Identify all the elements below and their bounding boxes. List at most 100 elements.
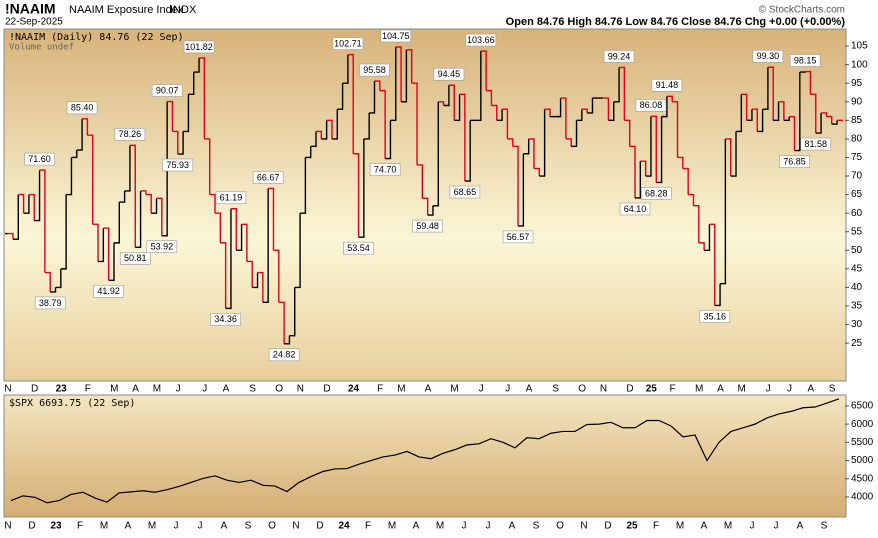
step-segment [826,115,833,125]
x-tick-label: D [626,384,633,395]
step-segment [821,112,828,117]
step-segment [236,224,243,251]
step-segment [220,242,227,309]
value-label: 81.58 [804,139,827,149]
step-segment [28,193,35,221]
x-tick-label: O [578,384,586,395]
value-label-box [789,54,821,67]
x-tick-label: J [479,384,484,395]
step-segment [92,223,99,262]
step-segment [156,197,163,236]
value-label-box [779,155,810,168]
x-tick-label: D [28,521,35,532]
step-segment [799,71,806,73]
exchange: INDX [170,4,197,16]
x-tick-label: M [450,384,458,395]
step-segment [262,188,269,303]
step-segment [379,89,386,159]
x-tick-label: N [4,521,11,532]
x-tick-label: J [774,521,779,532]
step-segment [629,145,636,198]
y-tick-label: 5000 [851,455,874,466]
step-segment [321,120,328,140]
value-label: 95.58 [363,65,386,75]
x-tick-label: M [724,521,732,532]
step-segment [401,49,408,103]
value-label: 78.26 [119,129,142,139]
x-tick-label: J [462,521,467,532]
y-tick-label: 60 [851,208,863,219]
step-segment [76,118,83,151]
value-label: 75.93 [167,160,190,170]
step-segment [98,228,105,263]
value-label-box [465,33,497,47]
step-segment [587,98,594,114]
value-label-box [603,50,635,63]
step-segment [624,119,631,147]
value-label-box [359,63,390,77]
step-segment [454,94,461,122]
x-tick-label: M [436,521,444,532]
x-tick-label: A [223,384,230,395]
step-segment [720,138,727,285]
value-label-box [162,158,194,172]
step-segment [581,108,588,113]
step-segment [438,101,445,106]
step-segment [815,112,822,134]
step-segment [714,283,721,307]
value-label: 103.66 [467,35,495,45]
step-segment [730,131,737,177]
step-segment [161,101,168,237]
step-segment [736,94,743,133]
credit: © StockCharts.com [759,5,845,16]
step-segment [507,138,514,147]
step-segment [565,138,572,147]
value-label: 86.08 [640,100,663,110]
step-segment [337,83,344,110]
x-tick-label: A [132,384,139,395]
y-tick-label: 85 [851,115,863,126]
step-segment [316,130,323,139]
y-tick-label: 25 [851,338,863,349]
step-segment [432,101,439,207]
step-segment [183,94,190,133]
step-segment [342,54,349,84]
value-label-box [651,78,683,92]
x-tick-label: S [821,521,828,532]
value-label-box [151,84,183,97]
value-label-box [252,171,284,184]
value-label-box [332,37,364,50]
value-label-box [412,219,443,233]
step-segment [331,109,338,140]
step-segment [289,287,296,337]
value-label: 68.65 [454,187,477,197]
step-segment [390,47,397,122]
step-segment [60,194,67,270]
step-segment [193,57,200,73]
y-tick-label: 95 [851,78,863,89]
step-segment [693,205,700,243]
step-segment [459,93,466,182]
value-label: 90.07 [156,85,179,95]
value-label: 74.70 [374,164,397,174]
step-segment [406,49,413,84]
value-label: 76.85 [783,156,806,166]
x-tick-label: A [221,521,228,532]
x-tick-label: J [787,384,792,395]
x-tick-label: M [110,384,118,395]
value-label-box [699,310,731,323]
step-segment [241,223,248,262]
y-tick-label: 55 [851,226,863,237]
step-segment [486,89,493,106]
x-tick-label: F [365,521,371,532]
y-tick-label: 40 [851,282,863,293]
value-label-box [183,40,215,54]
x-tick-label: 24 [338,521,350,532]
x-tick-label: J [202,384,207,395]
x-tick-label: N [580,521,587,532]
step-segment [18,193,25,214]
x-tick-label: 25 [646,384,658,395]
step-segment [177,131,184,155]
value-label-box [24,152,55,166]
